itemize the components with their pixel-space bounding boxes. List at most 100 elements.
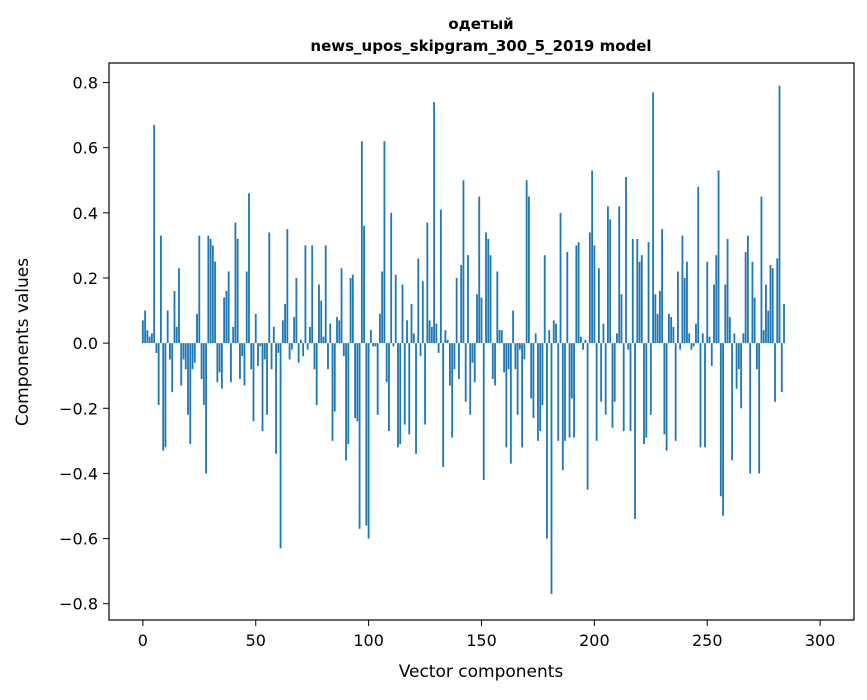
bar-107	[383, 141, 386, 344]
bar-255	[717, 170, 720, 344]
bar-267	[744, 251, 747, 344]
bar-84	[331, 343, 334, 441]
bar-128	[430, 326, 433, 344]
bar-173	[532, 343, 535, 419]
bar-49	[252, 343, 255, 422]
bar-135	[446, 339, 449, 344]
bar-190	[570, 343, 573, 399]
bar-232	[665, 343, 668, 451]
bar-115	[401, 284, 404, 344]
bar-125	[424, 343, 426, 425]
bar-205	[604, 343, 607, 415]
bar-243	[690, 343, 693, 350]
bar-7	[157, 343, 160, 406]
bar-24	[196, 313, 198, 344]
bar-171	[528, 196, 530, 344]
bar-26	[200, 343, 203, 379]
bar-134	[444, 330, 447, 344]
bar-151	[482, 343, 485, 480]
bar-154	[489, 255, 492, 344]
bar-41	[234, 222, 237, 344]
bar-203	[600, 343, 603, 402]
bar-113	[397, 343, 399, 448]
bar-176	[539, 343, 542, 432]
bar-146	[471, 343, 474, 363]
bar-141	[460, 264, 463, 344]
bar-114	[399, 343, 402, 445]
bar-187	[564, 343, 566, 441]
chart-subtitle: news_upos_skipgram_300_5_2019 model	[310, 37, 651, 55]
bar-38	[227, 271, 230, 344]
bar-140	[458, 343, 460, 379]
bar-51	[257, 343, 259, 366]
bar-223	[645, 343, 648, 438]
bar-178	[543, 255, 546, 344]
y-tick-label: 0.0	[73, 334, 98, 353]
y-tick-label: −0.8	[59, 595, 98, 614]
bar-97	[360, 141, 363, 344]
bar-210	[616, 333, 618, 344]
bar-170	[525, 180, 528, 344]
bar-28	[205, 343, 207, 474]
bar-62	[281, 320, 284, 344]
bar-192	[575, 245, 578, 344]
bar-278	[769, 264, 772, 344]
bar-129	[433, 102, 435, 344]
bar-268	[746, 235, 749, 344]
plot-frame	[108, 62, 855, 621]
y-axis-label: Components values	[13, 258, 33, 426]
bar-183	[555, 323, 557, 344]
bar-272	[756, 343, 758, 370]
bar-209	[613, 343, 616, 402]
bar-36	[223, 297, 226, 344]
bar-43	[239, 343, 241, 379]
bar-9	[162, 343, 165, 451]
bar-70	[299, 339, 302, 344]
bar-66	[290, 343, 293, 350]
bar-58	[272, 326, 275, 344]
bar-123	[419, 343, 422, 357]
bar-197	[586, 343, 589, 490]
bar-109	[388, 343, 390, 432]
bar-61	[279, 343, 282, 549]
bar-44	[241, 343, 244, 357]
bar-193	[577, 242, 580, 344]
bar-142	[462, 180, 465, 344]
bar-235	[672, 326, 675, 344]
bar-25	[198, 235, 201, 344]
bar-78	[318, 284, 320, 344]
bar-91	[347, 343, 350, 445]
bar-220	[638, 261, 641, 344]
bar-1	[144, 310, 147, 344]
bar-179	[546, 343, 548, 539]
bar-219	[636, 238, 639, 344]
bar-54	[263, 343, 266, 360]
bar-63	[284, 304, 286, 344]
bar-3	[148, 336, 151, 344]
y-tick-label: 0.4	[73, 204, 98, 223]
bar-106	[381, 271, 384, 344]
x-tick-label: 50	[246, 631, 266, 650]
bar-244	[692, 343, 695, 347]
bar-237	[677, 271, 679, 344]
bar-132	[439, 209, 442, 344]
bar-155	[491, 343, 494, 379]
bar-57	[270, 343, 273, 370]
bar-31	[211, 245, 214, 344]
bar-234	[670, 317, 673, 344]
bar-246	[697, 186, 700, 344]
bar-156	[494, 343, 496, 386]
chart-title: одетый	[448, 15, 513, 33]
bar-98	[363, 225, 366, 344]
bar-122	[417, 258, 420, 344]
x-axis-label: Vector components	[399, 662, 564, 682]
bar-147	[473, 343, 476, 383]
bar-2	[146, 330, 149, 344]
bar-150	[480, 297, 483, 344]
bar-164	[512, 310, 515, 344]
bar-71	[302, 343, 305, 357]
bar-138	[453, 343, 456, 370]
bar-180	[548, 330, 551, 344]
bar-198	[588, 232, 591, 344]
bar-92	[349, 277, 352, 344]
